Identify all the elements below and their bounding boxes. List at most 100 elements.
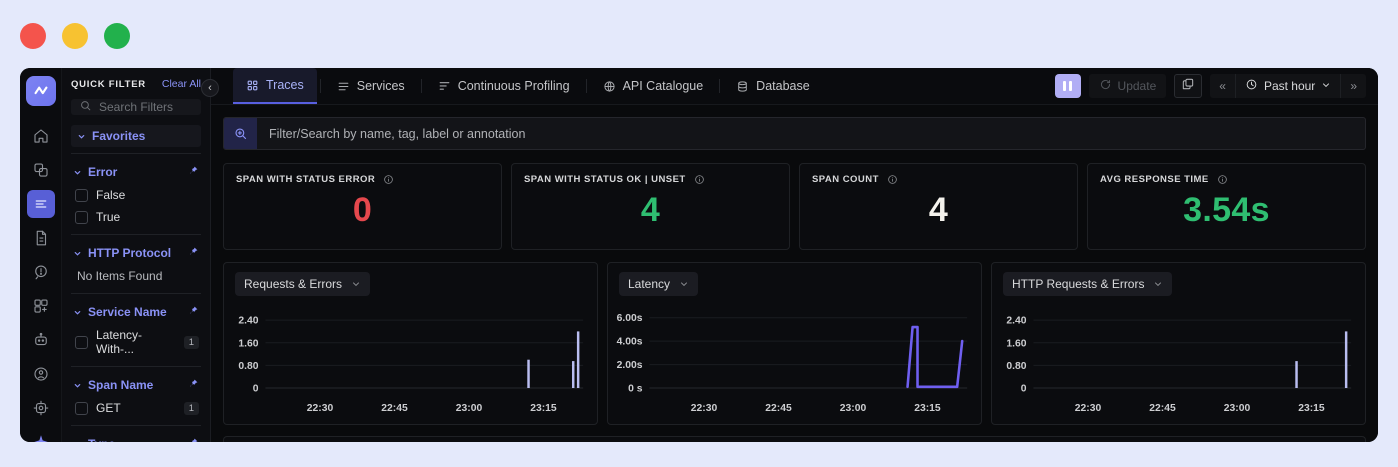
rail-item-exceptions-icon[interactable] <box>27 292 55 320</box>
copy-panels-button[interactable] <box>1174 74 1203 98</box>
rail-item-infra-icon[interactable] <box>27 360 55 388</box>
filter-section-label: Service Name <box>88 305 167 319</box>
info-icon[interactable] <box>383 174 394 185</box>
filter-section-error[interactable]: Error <box>71 160 201 184</box>
chart-panel-latency: Latency 0 s 2.00s 4.00s 6.00s 22:30 22:45 23:00… <box>607 262 982 425</box>
rail-item-sparkle-icon[interactable] <box>27 428 55 442</box>
chevron-down-icon <box>1153 279 1163 289</box>
update-label: Update <box>1117 79 1157 93</box>
pin-icon[interactable] <box>188 378 199 392</box>
chevron-down-icon <box>73 381 82 390</box>
pause-button[interactable] <box>1054 74 1081 98</box>
refresh-icon <box>1099 78 1112 94</box>
rail-item-settings-icon[interactable] <box>27 394 55 422</box>
update-button[interactable]: Update <box>1088 74 1167 98</box>
no-items-found-text: No Items Found <box>77 269 163 283</box>
metric-card-title: SPAN WITH STATUS OK | UNSET <box>524 174 686 185</box>
filter-option-latency-with-[interactable]: Latency-With-... 1 <box>71 324 201 360</box>
sparkle-icon <box>32 433 50 442</box>
maximize-window-button[interactable] <box>104 23 130 49</box>
filter-section-span-name[interactable]: Span Name <box>71 373 201 397</box>
minimize-window-button[interactable] <box>62 23 88 49</box>
svg-text:23:15: 23:15 <box>530 403 557 414</box>
filter-section-favorites[interactable]: Favorites <box>71 125 201 147</box>
chart-metric-dropdown[interactable]: HTTP Requests & Errors <box>1003 272 1173 296</box>
filter-option-label: False <box>96 188 126 202</box>
pin-icon[interactable] <box>188 246 199 260</box>
pin-icon[interactable] <box>188 165 199 179</box>
chart-plot[interactable]: 0 0.80 1.60 2.40 22:30 22:45 23:00 23:15 <box>226 298 593 422</box>
svg-text:23:15: 23:15 <box>914 403 941 414</box>
svg-text:6.00s: 6.00s <box>617 313 643 324</box>
checkbox[interactable] <box>75 401 88 415</box>
tab-label: Services <box>356 79 405 93</box>
section-divider <box>71 153 201 154</box>
section-divider <box>71 366 201 367</box>
chart-metric-dropdown[interactable]: Latency <box>619 272 699 296</box>
main-area: Traces Services Continuous Profiling API Ca… <box>211 68 1378 442</box>
tab-api-catalogue[interactable]: API Catalogue <box>590 68 717 104</box>
tab-traces[interactable]: Traces <box>233 68 317 104</box>
metric-card-title: SPAN WITH STATUS ERROR <box>236 174 376 185</box>
filter-option-get[interactable]: GET 1 <box>71 397 201 419</box>
chart-metric-dropdown[interactable]: Requests & Errors <box>235 272 371 296</box>
chart-metric-label: Latency <box>628 277 671 291</box>
pin-icon[interactable] <box>188 437 199 442</box>
rail-item-alerts-icon[interactable] <box>27 258 55 286</box>
chart-plot[interactable]: 0 s 2.00s 4.00s 6.00s 22:30 22:45 23:00 23:15 <box>610 298 977 422</box>
time-range-dropdown[interactable]: Past hour <box>1234 74 1342 98</box>
time-range-forward-button[interactable]: » <box>1350 79 1357 93</box>
signoz-logo[interactable] <box>25 76 56 106</box>
svg-text:22:30: 22:30 <box>307 403 334 414</box>
metric-card-avg-response-time: AVG RESPONSE TIME 3.54s <box>1087 163 1366 250</box>
info-icon[interactable] <box>694 174 705 185</box>
filter-section-type[interactable]: Type <box>71 432 201 442</box>
collapse-panel-button[interactable]: ‹ <box>201 79 219 97</box>
rail-item-traces-icon[interactable] <box>26 190 55 218</box>
section-divider <box>71 293 201 294</box>
services-icon <box>32 161 50 179</box>
traces-icon <box>33 196 49 212</box>
tab-continuous-profiling[interactable]: Continuous Profiling <box>425 68 583 104</box>
time-range-back-button[interactable]: « <box>1219 79 1226 93</box>
metric-card-value: 4 <box>640 191 661 229</box>
tab-separator <box>420 79 422 93</box>
info-icon[interactable] <box>887 174 898 185</box>
svg-text:22:30: 22:30 <box>691 403 718 414</box>
svg-text:23:15: 23:15 <box>1298 403 1325 414</box>
filter-search-input[interactable]: Search Filters <box>71 99 201 115</box>
app-window: ‹ QUICK FILTER Clear All Search Filters … <box>20 68 1378 442</box>
svg-text:0.80: 0.80 <box>238 361 258 372</box>
rail-item-assistant-icon[interactable] <box>27 326 55 354</box>
quick-filter-title: QUICK FILTER <box>71 78 146 90</box>
svg-text:0: 0 <box>253 383 259 394</box>
checkbox[interactable] <box>75 335 88 349</box>
filter-section-service-name[interactable]: Service Name <box>71 300 201 324</box>
filter-section-http-protocol[interactable]: HTTP Protocol <box>71 241 201 265</box>
tab-database[interactable]: Database <box>723 68 823 104</box>
rail-item-logs-icon[interactable] <box>27 224 55 252</box>
rail-item-services-icon[interactable] <box>27 156 55 184</box>
metric-card-value: 4 <box>928 191 949 229</box>
filter-option-false[interactable]: False <box>71 184 201 206</box>
info-icon[interactable] <box>1217 174 1228 185</box>
chevron-down-icon <box>1321 79 1331 93</box>
checkbox[interactable] <box>75 188 88 202</box>
filter-section-label: Favorites <box>92 129 146 143</box>
tab-services[interactable]: Services <box>324 68 418 104</box>
close-window-button[interactable] <box>20 23 46 49</box>
trace-filter-input[interactable] <box>257 126 1365 141</box>
checkbox[interactable] <box>75 210 88 224</box>
svg-text:0.80: 0.80 <box>1006 361 1026 372</box>
infra-icon <box>32 365 50 383</box>
clear-all-link[interactable]: Clear All <box>161 78 201 90</box>
svg-text:0: 0 <box>1021 383 1027 394</box>
filter-option-true[interactable]: True <box>71 206 201 228</box>
svg-text:22:30: 22:30 <box>1075 403 1102 414</box>
pin-icon[interactable] <box>188 305 199 319</box>
rail-item-home-icon[interactable] <box>27 122 55 150</box>
chart-panel-requests-errors: Requests & Errors 0 0.80 1.60 2.40 22:30 22:45… <box>223 262 598 425</box>
database-tab-icon <box>736 80 749 93</box>
section-divider <box>71 425 201 426</box>
chart-plot[interactable]: 0 0.80 1.60 2.40 22:30 22:45 23:00 23:15 <box>994 298 1361 422</box>
